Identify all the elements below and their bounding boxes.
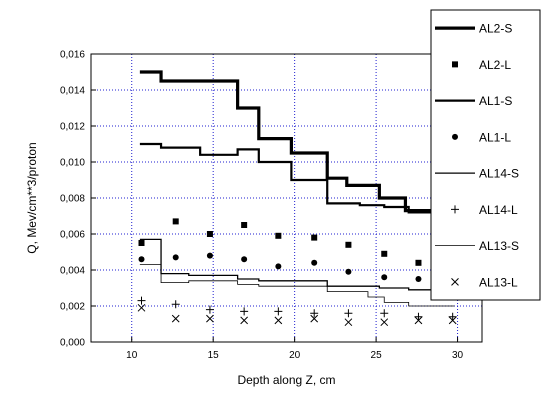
legend-item-al13-l: AL13-L (451, 275, 518, 289)
data-point-al14-l (414, 312, 423, 321)
data-point-al1-l (415, 276, 422, 282)
data-point-al2-l (138, 240, 145, 246)
y-tick-label: 0,014 (60, 86, 85, 97)
y-tick-label: 0,008 (60, 194, 85, 205)
x-tick-label: 10 (126, 350, 138, 361)
data-point-al2-l (415, 259, 422, 266)
x-tick-label: 25 (371, 350, 383, 361)
data-point-al2-l (241, 222, 248, 228)
series-al14-l (137, 296, 457, 321)
series-line-al13-s (139, 264, 455, 307)
data-point-al2-l (172, 218, 179, 225)
data-point-al14-l (240, 307, 249, 316)
y-tick-label: 0,010 (60, 158, 85, 169)
legend-label: AL14-L (479, 203, 518, 217)
data-point-al1-l (345, 268, 352, 275)
data-point-al14-l (205, 305, 214, 314)
legend-item-al13-s: AL13-S (435, 239, 519, 253)
data-point-al1-l (172, 254, 179, 261)
legend-swatch (452, 133, 458, 140)
data-point-al1-l (381, 274, 388, 281)
data-point-al1-l (241, 256, 248, 263)
series-line-al2-s (139, 70, 455, 227)
series-line-al14-s (139, 238, 455, 295)
data-point-al13-l (274, 316, 283, 325)
data-point-al13-l (206, 314, 214, 323)
legend-label: AL1-L (479, 130, 511, 144)
x-axis-label: Depth along Z, cm (237, 373, 335, 387)
y-axis-label: Q, Mev/cm**3/proton (25, 142, 39, 253)
data-point-al14-l (171, 300, 180, 309)
data-point-al2-l (345, 241, 352, 248)
series-layer (137, 70, 457, 327)
data-point-al13-l (448, 316, 457, 325)
legend-item-al14-s: AL14-S (435, 167, 519, 181)
legend-swatch (451, 278, 459, 286)
data-point-al2-l (311, 234, 318, 241)
data-point-al2-l (206, 231, 213, 237)
x-tick-label: 30 (452, 350, 464, 361)
legend-box (430, 9, 541, 301)
legend-swatch (451, 205, 459, 214)
data-point-al13-l (344, 318, 353, 327)
series-al1-s (139, 142, 455, 230)
data-point-al13-l (137, 303, 146, 312)
data-point-al14-l (380, 309, 389, 318)
y-tick-label: 0,002 (60, 302, 85, 313)
legend: AL2-S AL2-L AL1-S AL1-L AL14-S AL14-L AL13-S AL… (430, 9, 541, 301)
data-point-al1-l (275, 263, 282, 270)
legend-item-al14-l: AL14-L (451, 203, 518, 217)
axis-ticks: 10 15 20 25 30 0,000 0,002 0,004 0,006 0,008 0,010… (60, 50, 464, 362)
legend-label: AL13-L (479, 275, 518, 289)
data-point-al14-l (448, 312, 457, 321)
legend-item-al1-l: AL1-L (452, 130, 511, 144)
y-tick-label: 0,012 (60, 122, 85, 133)
y-tick-label: 0,004 (60, 266, 85, 277)
series-al2-l (138, 218, 456, 268)
legend-label: AL2-S (479, 22, 512, 36)
series-al14-s (139, 238, 455, 295)
legend-item-al2-l: AL2-L (452, 58, 511, 72)
legend-item-al1-s: AL1-S (435, 94, 512, 108)
series-al13-l (137, 303, 457, 327)
legend-label: AL13-S (479, 239, 519, 253)
series-al2-s (139, 70, 455, 227)
data-point-al1-l (138, 256, 145, 263)
data-point-al1-l (206, 252, 213, 259)
series-al13-s (139, 264, 455, 307)
y-tick-label: 0,006 (60, 230, 85, 241)
data-point-al2-l (381, 250, 388, 257)
series-al1-l (138, 252, 456, 293)
data-point-al14-l (274, 307, 283, 316)
x-tick-label: 20 (289, 350, 301, 361)
legend-item-al2-s: AL2-S (435, 22, 512, 36)
data-point-al13-l (171, 314, 180, 323)
data-point-al2-l (275, 232, 282, 239)
data-point-al13-l (310, 314, 319, 323)
data-point-al14-l (344, 309, 353, 318)
data-point-al1-l (311, 259, 318, 266)
series-line-al1-s (139, 142, 455, 230)
legend-label: AL1-S (479, 94, 512, 108)
data-point-al14-l (310, 309, 319, 318)
legend-label: AL14-S (479, 167, 519, 181)
data-point-al13-l (240, 316, 248, 325)
legend-swatch (452, 61, 458, 68)
data-point-al13-l (380, 318, 389, 327)
y-tick-label: 0,000 (60, 338, 85, 349)
data-point-al13-l (414, 316, 423, 325)
legend-label: AL2-L (479, 58, 511, 72)
x-tick-label: 15 (208, 350, 220, 361)
y-tick-label: 0,016 (60, 50, 85, 61)
data-point-al14-l (137, 296, 146, 305)
grid (91, 53, 482, 343)
